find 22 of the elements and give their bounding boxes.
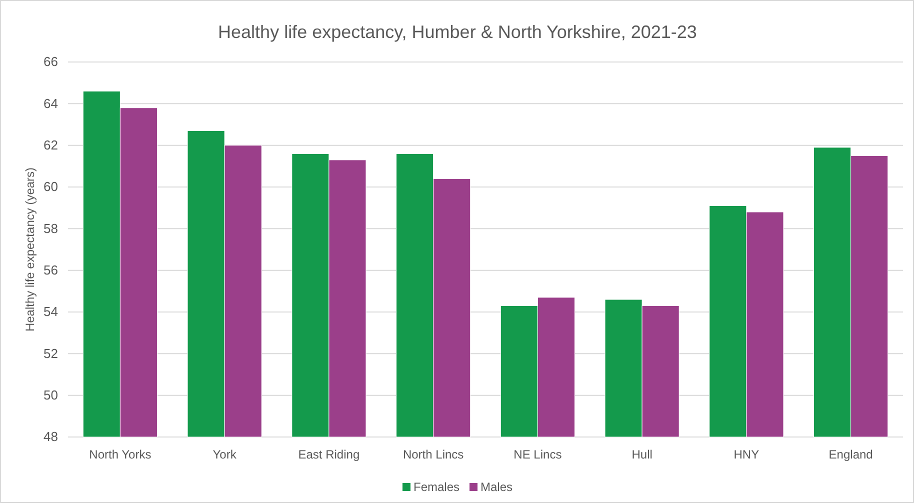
x-tick-label: NE Lincs [514,448,562,462]
x-tick-label: East Riding [298,448,360,462]
y-tick-label: 50 [44,387,58,402]
y-tick-label: 62 [44,137,58,152]
x-tick-label: Hull [632,448,652,462]
y-tick-label: 64 [44,96,58,111]
y-tick-label: 54 [44,304,58,320]
y-tick-label: 58 [44,220,58,236]
legend-label: Females [413,480,460,494]
y-tick-label: 66 [44,54,58,70]
x-tick-label: HNY [734,448,760,462]
x-tick-label: York [212,448,238,462]
y-tick-label: 60 [44,179,58,194]
chart-title: Healthy life expectancy, Humber & North Yorkshire, 2021-23 [218,22,697,42]
y-axis-title: Healthy life expectancy (years) [23,167,37,332]
x-tick-label: North Yorks [89,448,152,462]
y-tick-label: 56 [44,262,58,278]
legend-label: Males [480,480,513,494]
y-tick-label: 48 [44,429,58,444]
x-tick-label: North Lincs [402,448,464,462]
x-tick-label: England [828,448,873,462]
y-tick-label: 52 [44,346,58,361]
